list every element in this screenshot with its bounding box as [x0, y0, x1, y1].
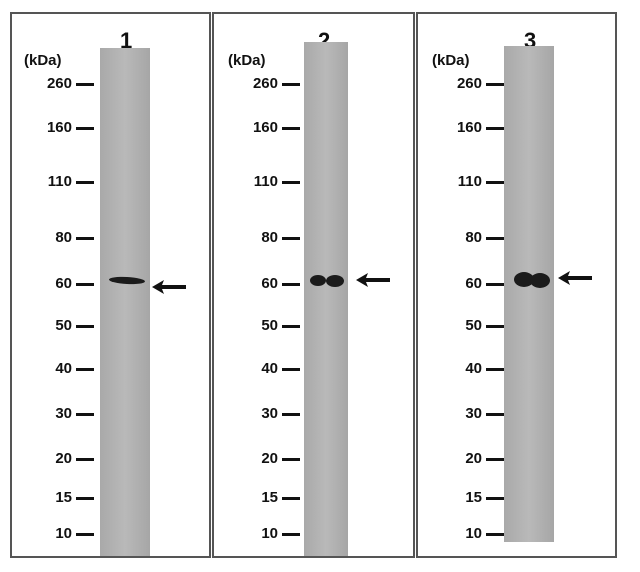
mw-marker-tick	[486, 181, 504, 184]
mw-marker-tick	[76, 237, 94, 240]
mw-marker-label: 110	[457, 173, 482, 190]
kda-label: (kDa)	[228, 52, 266, 69]
mw-marker-label: 110	[47, 173, 72, 190]
arrow-left-icon	[152, 280, 186, 294]
mw-marker-label: 60	[55, 275, 72, 292]
arrow-left-icon	[356, 273, 390, 287]
lane-1-strip	[100, 48, 150, 556]
mw-marker-tick	[76, 413, 94, 416]
mw-marker-tick	[282, 368, 300, 371]
mw-marker-label: 30	[465, 405, 482, 422]
mw-marker-label: 30	[55, 405, 72, 422]
mw-marker-label: 15	[465, 489, 482, 506]
lane-3-strip	[504, 46, 554, 542]
mw-marker-label: 20	[261, 450, 278, 467]
mw-marker-label: 10	[55, 525, 72, 542]
mw-marker-tick	[282, 127, 300, 130]
mw-marker-label: 15	[261, 489, 278, 506]
mw-marker-tick	[486, 237, 504, 240]
mw-marker-tick	[76, 497, 94, 500]
mw-marker-tick	[282, 325, 300, 328]
protein-band	[514, 272, 534, 287]
mw-marker-label: 50	[55, 317, 72, 334]
mw-marker-label: 260	[252, 75, 278, 92]
mw-marker-tick	[76, 325, 94, 328]
mw-marker-label: 80	[465, 229, 482, 246]
mw-marker-tick	[76, 458, 94, 461]
mw-marker-tick	[486, 458, 504, 461]
mw-marker-tick	[486, 497, 504, 500]
mw-marker-tick	[76, 283, 94, 286]
mw-marker-label: 80	[261, 229, 278, 246]
arrow-left-icon	[558, 271, 592, 285]
mw-marker-label: 80	[55, 229, 72, 246]
mw-marker-label: 40	[55, 360, 72, 377]
mw-marker-tick	[486, 368, 504, 371]
mw-marker-tick	[282, 533, 300, 536]
mw-marker-label: 20	[55, 450, 72, 467]
mw-marker-label: 40	[465, 360, 482, 377]
mw-marker-tick	[486, 533, 504, 536]
mw-marker-label: 40	[261, 360, 278, 377]
mw-marker-tick	[282, 283, 300, 286]
mw-marker-tick	[76, 127, 94, 130]
mw-marker-label: 160	[456, 119, 482, 136]
mw-marker-label: 160	[46, 119, 72, 136]
lane-2-strip	[304, 42, 348, 556]
blot-panel-3: 3 (kDa) 260 160 110 80 60 50 40 30 20 15 10	[416, 12, 617, 558]
mw-marker-tick	[486, 83, 504, 86]
mw-marker-tick	[282, 497, 300, 500]
mw-marker-tick	[282, 83, 300, 86]
mw-marker-tick	[282, 458, 300, 461]
mw-marker-tick	[486, 283, 504, 286]
mw-marker-label: 160	[252, 119, 278, 136]
mw-marker-tick	[76, 533, 94, 536]
protein-band	[326, 275, 344, 287]
lane-number-1: 1	[120, 28, 133, 53]
protein-band	[530, 273, 550, 288]
mw-marker-label: 260	[456, 75, 482, 92]
mw-marker-tick	[76, 83, 94, 86]
mw-marker-label: 15	[55, 489, 72, 506]
mw-marker-label: 60	[465, 275, 482, 292]
mw-marker-tick	[486, 127, 504, 130]
mw-marker-label: 260	[46, 75, 72, 92]
mw-marker-tick	[282, 413, 300, 416]
mw-marker-tick	[76, 181, 94, 184]
mw-marker-label: 10	[465, 525, 482, 542]
blot-panel-1: 1 (kDa) 260 160 110 80 60 50 40 30 20 15 10	[10, 12, 211, 558]
mw-marker-label: 50	[261, 317, 278, 334]
mw-marker-label: 30	[261, 405, 278, 422]
mw-marker-tick	[486, 413, 504, 416]
blot-panel-2: 2 (kDa) 260 160 110 80 60 50 40 30 20 15 10	[212, 12, 415, 558]
mw-marker-label: 20	[465, 450, 482, 467]
kda-label: (kDa)	[24, 52, 62, 69]
mw-marker-label: 50	[465, 317, 482, 334]
mw-marker-label: 110	[253, 173, 278, 190]
mw-marker-tick	[282, 181, 300, 184]
kda-label: (kDa)	[432, 52, 470, 69]
mw-marker-tick	[486, 325, 504, 328]
mw-marker-tick	[76, 368, 94, 371]
mw-marker-label: 60	[261, 275, 278, 292]
mw-marker-label: 10	[261, 525, 278, 542]
mw-marker-tick	[282, 237, 300, 240]
protein-band	[310, 275, 326, 286]
